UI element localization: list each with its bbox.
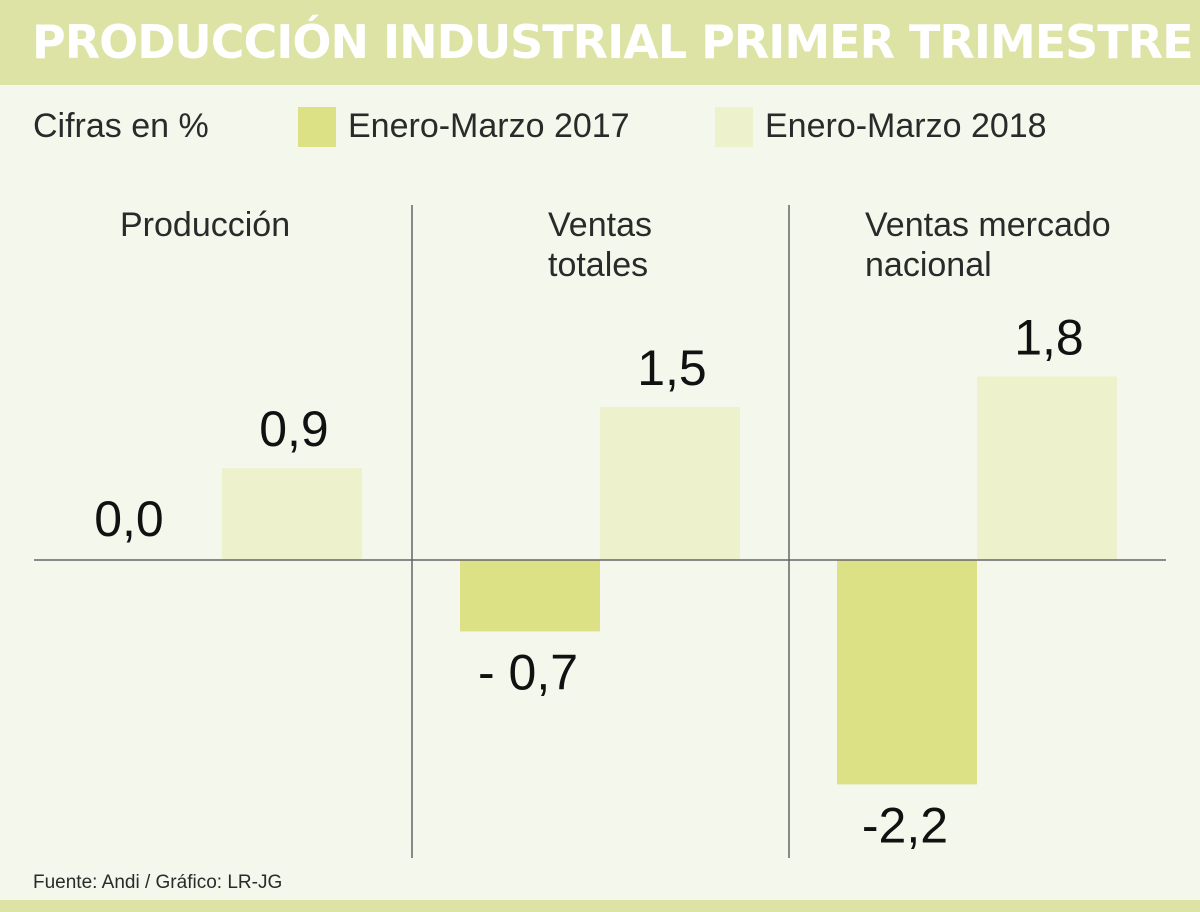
bar-0-2 [837, 560, 977, 785]
value-label-1-2: 1,8 [1014, 309, 1084, 365]
legend-label-2017: Enero-Marzo 2017 [348, 107, 630, 145]
value-label-0-0: 0,0 [94, 491, 164, 547]
legend-swatch-2018 [715, 107, 753, 147]
legend: Cifras en % Enero-Marzo 2017 Enero-Marzo… [0, 105, 1200, 155]
bar-1-0 [222, 468, 362, 560]
bar-1-1 [600, 407, 740, 560]
category-label-1-0: Ventas [548, 206, 652, 244]
category-label-1-1: totales [548, 246, 648, 284]
category-label-2-0: Ventas mercado [865, 206, 1111, 244]
bar-1-2 [977, 376, 1117, 560]
category-label-2-1: nacional [865, 246, 992, 284]
legend-swatch-2017 [298, 107, 336, 147]
value-label-1-0: 0,9 [259, 401, 329, 457]
value-label-1-1: 1,5 [637, 340, 707, 396]
category-label-0-0: Producción [120, 206, 290, 244]
value-label-0-2: -2,2 [862, 797, 948, 853]
legend-label-2018: Enero-Marzo 2018 [765, 107, 1047, 145]
source-note: Fuente: Andi / Gráfico: LR-JG [33, 872, 283, 893]
title-bar: PRODUCCIÓN INDUSTRIAL PRIMER TRIMESTRE [0, 0, 1200, 85]
bottom-bar [0, 900, 1200, 912]
chart-title: PRODUCCIÓN INDUSTRIAL PRIMER TRIMESTRE [32, 15, 1193, 69]
value-label-0-1: - 0,7 [478, 644, 578, 700]
units-label: Cifras en % [33, 107, 209, 145]
bar-0-1 [460, 560, 600, 632]
